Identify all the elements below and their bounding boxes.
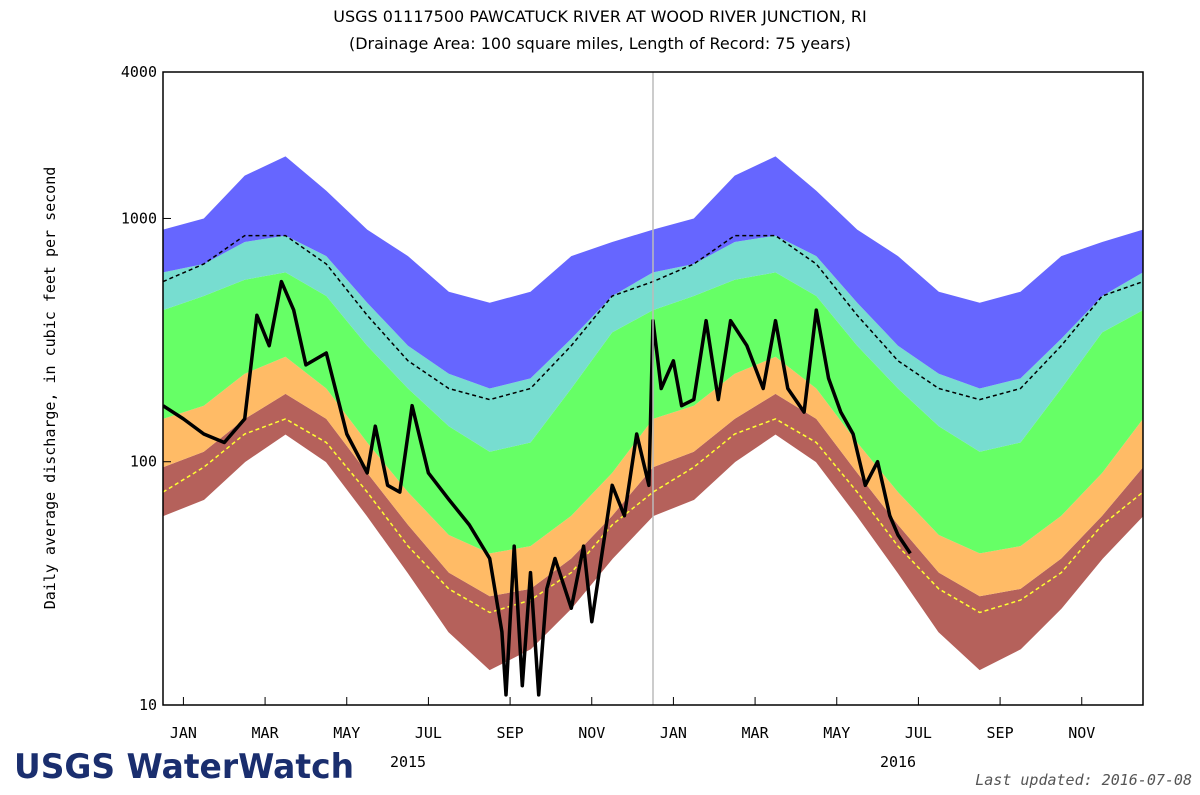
x-tick-label: NOV	[1068, 724, 1095, 742]
logo: USGS WaterWatch	[14, 747, 354, 787]
x-tick-label: MAR	[252, 724, 280, 742]
plot-frame	[162, 71, 1144, 706]
x-tick-label: SEP	[987, 724, 1014, 742]
year-label: 2015	[390, 753, 426, 771]
plot-area: 10 100 1000 4000 JAN MAR MAY JUL SEP NOV JAN MAR MAY…	[121, 63, 1144, 771]
year-label: 2016	[880, 753, 916, 771]
y-axis-label: Daily average discharge, in cubic feet p…	[41, 167, 59, 610]
y-tick-label: 10	[139, 696, 157, 714]
last-updated: Last updated: 2016-07-08	[975, 771, 1192, 789]
x-tick-label: MAY	[823, 724, 850, 742]
x-tick-label: SEP	[497, 724, 524, 742]
percentile-band	[163, 356, 1143, 597]
chart-subtitle: (Drainage Area: 100 square miles, Length…	[349, 34, 851, 53]
x-tick-label: JAN	[170, 724, 197, 742]
observed-flow-line	[163, 279, 912, 697]
x-tick-label: MAR	[742, 724, 770, 742]
x-tick-label: MAY	[333, 724, 360, 742]
percentile-band	[163, 156, 1143, 389]
y-tick-label: 100	[130, 453, 157, 471]
statistic-line	[163, 418, 1143, 614]
x-tick-label: JAN	[660, 724, 687, 742]
percentile-band	[163, 393, 1143, 670]
x-tick-label: NOV	[578, 724, 605, 742]
x-tick-label: JUL	[905, 724, 932, 742]
x-tick-label: JUL	[415, 724, 442, 742]
y-tick-label: 1000	[121, 209, 157, 227]
y-tick-label: 4000	[121, 63, 157, 81]
chart-title: USGS 01117500 PAWCATUCK RIVER AT WOOD RI…	[333, 7, 866, 26]
